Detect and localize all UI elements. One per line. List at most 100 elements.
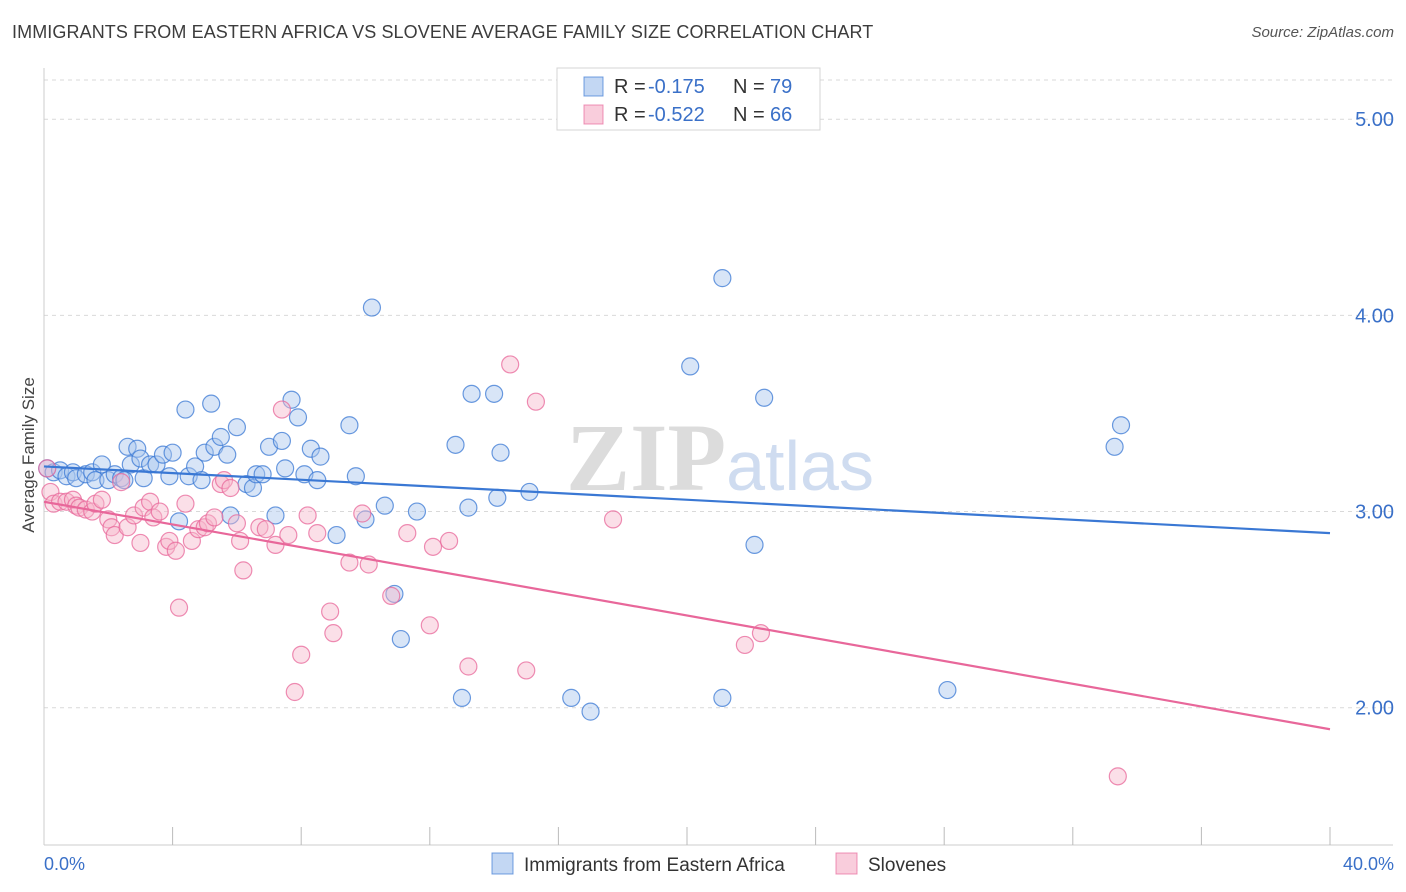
grid-lines [44,79,1393,709]
pink-point [526,392,545,411]
blue-point [713,688,732,707]
blue-point [276,459,295,478]
blue-point [131,449,150,468]
pink-point [272,400,292,419]
blue-point [1111,416,1131,435]
pink-point [1108,767,1127,786]
legend-n-value: 66 [770,104,792,126]
pink-point [131,533,150,553]
blue-point [375,496,394,515]
blue-point [227,418,246,437]
blue-point [462,384,481,403]
x-tick-label: 0.0% [44,854,85,874]
pink-point [321,602,340,621]
blue-point [327,525,346,545]
legend-swatch [583,104,604,125]
pink-point [308,524,327,543]
watermark: ZIPatlas [566,404,874,511]
blue-point [266,506,285,525]
blue-point [755,388,774,407]
legend-n-value: 79 [770,76,792,98]
pink-point [250,518,269,537]
blue-point [485,384,504,403]
legend-swatch-pink [835,852,858,875]
blue-point [86,471,105,490]
stats-legend: R = -0.175 N = 79 R = -0.522 N = 66 [556,67,821,131]
blue-point [362,298,382,317]
pink-point [41,482,60,502]
pink-point [279,525,298,545]
blue-point [681,357,700,376]
axes [43,68,1393,846]
pink-point [256,520,275,539]
pink-point [150,502,169,521]
blue-point [272,431,292,451]
blue-trend-line [43,465,1331,535]
blue-point [1105,437,1124,456]
y-tick-label: 5.00 [1355,109,1394,131]
trend-lines [43,465,1331,731]
blue-point [282,390,301,409]
y-tick-labels: 2.00 3.00 4.00 5.00 [1355,109,1394,719]
pink-point [420,616,439,635]
blue-point [195,443,214,462]
legend-series-label: Immigrants from Eastern Africa [524,855,785,876]
blue-point [745,535,764,554]
pink-point [324,624,343,643]
pink-point [398,524,417,543]
blue-point [243,478,263,498]
legend-n-label: N = [733,76,765,98]
chart-title: IMMIGRANTS FROM EASTERN AFRICA VS SLOVEN… [12,22,874,42]
blue-point [491,443,510,462]
blue-point [452,688,472,707]
pink-point [221,478,240,498]
pink-point [603,510,623,529]
pink-point [140,492,160,511]
pink-point [285,682,304,702]
blue-point [211,427,230,447]
pink-point [38,459,57,478]
pink-point [298,506,317,525]
legend-series-label: Slovenes [868,855,946,876]
pink-point [382,586,401,605]
series-legend: Immigrants from Eastern Africa Slovenes [491,852,946,876]
x-tick-label: 40.0% [1343,854,1394,874]
blue-point [288,408,308,427]
pink-point [459,657,478,676]
blue-point [121,455,140,474]
pink-point [112,473,131,492]
pink-point [501,355,520,374]
blue-point [391,629,410,649]
blue-point [340,416,359,435]
y-tick-label: 4.00 [1355,305,1394,327]
blue-point [488,488,507,507]
pink-point [169,598,189,617]
blue-point [218,445,237,464]
pink-point [92,490,111,509]
blue-point [581,702,600,721]
pink-point [182,531,201,551]
blue-point [459,498,478,517]
pink-point [353,504,372,523]
blue-point [446,435,465,454]
pink-point [292,645,311,664]
blue-point [202,394,221,413]
blue-point [128,439,147,458]
pink-point [735,635,754,655]
pink-trend-line [43,500,1331,731]
legend-r-value: -0.175 [648,76,705,98]
legend-swatch-blue [491,852,514,875]
pink-point [340,553,359,572]
pink-point [118,518,137,537]
blue-point [713,269,732,288]
blue-point [253,465,272,484]
legend-r-value: -0.522 [648,104,705,126]
pink-point [205,508,224,527]
x-tick-labels: 0.0% 40.0% [44,854,1394,874]
pink-point [439,531,459,551]
blue-point [407,502,427,521]
blue-point [938,680,957,700]
legend-r-label: R = [614,104,646,126]
y-axis-label: Average Family Size [19,377,38,533]
